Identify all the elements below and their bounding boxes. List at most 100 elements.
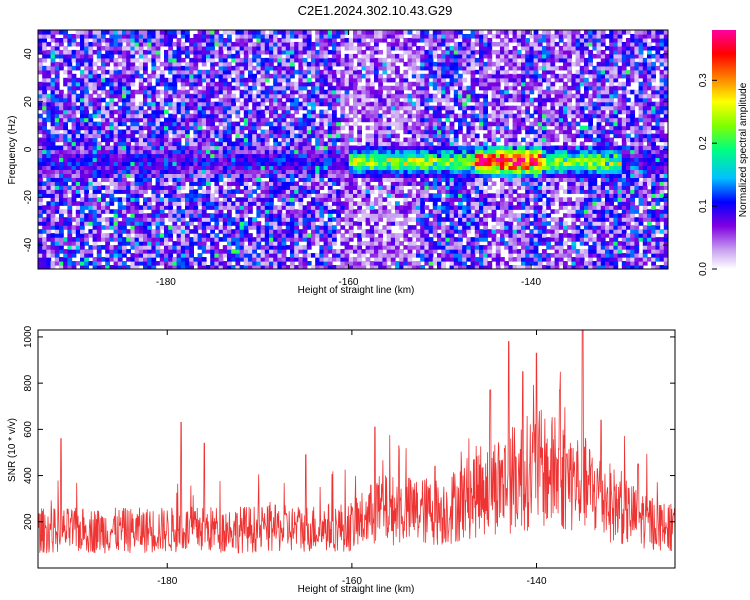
spectrogram-cell <box>101 129 106 135</box>
spectrogram-cell <box>437 197 442 202</box>
spectrogram-cell <box>84 101 89 107</box>
spectrogram-cell <box>369 81 375 87</box>
spectrogram-cell <box>256 61 262 67</box>
spectrogram-cell <box>428 169 434 174</box>
spectrogram-cell <box>277 253 283 258</box>
spectrogram-cell <box>239 33 245 39</box>
spectrogram-cell <box>239 65 245 71</box>
spectrogram-cell <box>378 129 383 135</box>
spectrogram-cell <box>432 53 438 59</box>
spectrogram-cell <box>117 221 123 226</box>
spectrogram-cell <box>353 221 358 226</box>
spectrogram-cell <box>269 45 274 51</box>
spectrogram-cell <box>256 53 262 59</box>
spectrogram-cell <box>243 213 249 218</box>
spectrogram-cell <box>290 89 295 95</box>
spectrogram-cell <box>197 173 203 178</box>
spectrogram-cell <box>189 205 194 210</box>
spectrogram-cell <box>67 129 73 135</box>
spectrogram-cell <box>130 169 136 174</box>
spectrogram-cell <box>46 81 52 87</box>
spectrogram-cell <box>424 37 430 43</box>
spectrogram-cell <box>227 265 232 269</box>
spectrogram-cell <box>332 73 337 79</box>
spectrogram-cell <box>172 61 178 67</box>
spectrogram-cell <box>134 221 140 226</box>
spectrogram-cell <box>243 93 249 99</box>
spectrogram-cell <box>420 157 425 163</box>
spectrogram-cell <box>193 157 199 163</box>
spectrogram-cell <box>46 177 52 182</box>
spectrogram-cell <box>357 157 362 163</box>
spectrogram-cell <box>348 45 354 51</box>
spectrogram-cell <box>63 161 68 167</box>
spectrogram-cell <box>67 153 73 159</box>
spectrogram-cell <box>105 89 110 95</box>
spectrogram-cell <box>143 53 148 59</box>
spectrogram-cell <box>130 121 136 127</box>
spectrogram-cell <box>285 109 291 115</box>
spectrogram-cell <box>126 89 131 95</box>
spectrogram-cell <box>264 261 270 266</box>
spectrogram-cell <box>248 121 253 127</box>
spectrogram-cell <box>92 33 98 39</box>
spectrogram-cell <box>101 53 106 59</box>
spectrogram-cell <box>294 213 299 218</box>
spectrogram-cell <box>113 41 119 47</box>
spectrogram-cell <box>38 173 43 178</box>
spectrogram-cell <box>290 189 295 194</box>
spectrogram-cell <box>105 161 110 167</box>
spectrogram-cell <box>80 149 85 155</box>
spectrogram-cell <box>411 205 417 210</box>
spectrogram-cell <box>361 161 367 167</box>
spectrogram-cell <box>143 213 148 218</box>
spectrogram-cell <box>151 45 157 51</box>
spectrogram-cell <box>185 249 190 254</box>
spectrogram-cell <box>88 137 94 143</box>
spectrogram-cell <box>201 189 207 194</box>
spectrogram-cell <box>260 81 266 87</box>
spectrogram-cell <box>311 225 316 230</box>
spectrogram-cell <box>239 145 245 151</box>
spectrogram-cell <box>344 37 350 43</box>
spectrogram-cell <box>46 189 52 194</box>
spectrogram-cell <box>294 245 299 250</box>
spectrogram-cell <box>357 173 362 178</box>
spectrogram-cell <box>248 165 253 171</box>
spectrogram-cell <box>126 125 131 131</box>
spectrogram-cell <box>399 253 404 258</box>
spectrogram-cell <box>50 161 56 167</box>
spectrogram-cell <box>424 153 430 159</box>
spectrogram-cell <box>302 30 308 35</box>
spectrogram-cell <box>109 217 115 222</box>
spectrogram-cell <box>437 105 442 111</box>
spectrogram-cell <box>420 193 425 198</box>
spectrogram-cell <box>374 133 379 139</box>
spectrogram-cell <box>290 205 295 210</box>
spectrogram-cell <box>50 157 56 163</box>
spectrogram-cell <box>386 169 392 174</box>
spectrogram-cell <box>416 193 421 198</box>
spectrogram-cell <box>302 101 308 107</box>
spectrogram-cell <box>151 153 157 159</box>
spectrogram-cell <box>243 117 249 123</box>
spectrogram-cell <box>71 185 77 190</box>
spectrogram-cell <box>298 185 304 190</box>
spectrogram-cell <box>311 229 316 234</box>
spectrogram-cell <box>369 205 375 210</box>
spectrogram-cell <box>122 141 127 147</box>
spectrogram-cell <box>189 209 194 214</box>
spectrogram-cell <box>122 185 127 190</box>
spectrogram-cell <box>390 105 396 111</box>
spectrogram-cell <box>315 69 320 75</box>
spectrogram-cell <box>332 30 337 35</box>
spectrogram-cell <box>260 57 266 63</box>
spectrogram-cell <box>390 30 396 35</box>
spectrogram-cell <box>248 189 253 194</box>
spectrogram-cell <box>88 141 94 147</box>
spectrogram-cell <box>319 237 325 242</box>
spectrogram-cell <box>281 129 287 135</box>
spectrogram-cell <box>172 77 178 83</box>
spectrogram-cell <box>172 169 178 174</box>
spectrogram-cell <box>105 77 110 83</box>
